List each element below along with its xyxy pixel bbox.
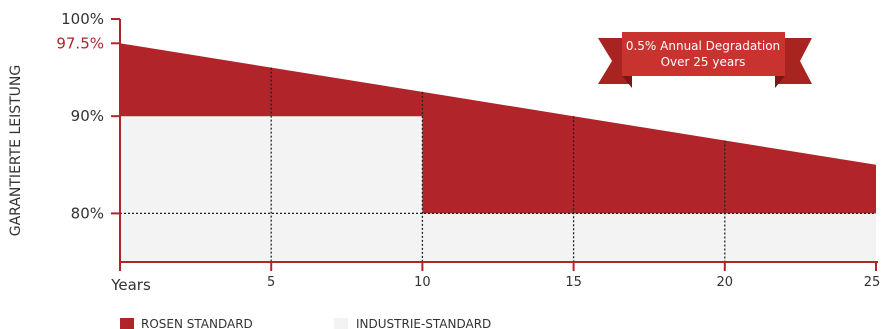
grid-lines — [120, 67, 876, 262]
x-tick-label-25: 25 — [864, 275, 881, 290]
banner-line-1: 0.5% Annual Degradation — [626, 39, 780, 53]
legend-swatch-rosen-standard — [120, 318, 134, 329]
industrie-standard-area — [120, 116, 876, 262]
x-tick-label-5: 5 — [267, 275, 275, 290]
banner-body — [622, 32, 785, 76]
x-tick-label-10: 10 — [414, 275, 431, 290]
x-axis-ticks: 5 10 15 20 25 — [119, 262, 881, 290]
banner-fold-right — [775, 76, 785, 88]
y-axis-ticks: 100% 97.5% 90% 80% — [56, 10, 120, 222]
rosen-standard-area — [120, 43, 876, 214]
legend-swatch-industrie-standard — [334, 318, 348, 329]
y-tick-label-90: 90% — [71, 107, 104, 125]
x-axis-label: Years — [110, 276, 151, 294]
y-tick-label-80: 80% — [71, 204, 104, 222]
legend-label-rosen-standard: ROSEN STANDARD — [141, 317, 253, 329]
y-axis-label: GARANTIERTE LEISTUNG — [8, 65, 24, 237]
x-tick-label-20: 20 — [717, 275, 734, 290]
x-tick-label-15: 15 — [565, 275, 582, 290]
legend: ROSEN STANDARD INDUSTRIE-STANDARD — [120, 317, 491, 329]
banner-fold-left — [622, 76, 632, 88]
banner-line-2: Over 25 years — [661, 55, 746, 69]
y-tick-label-100: 100% — [61, 10, 104, 28]
annotation-banner: 0.5% Annual Degradation Over 25 years — [598, 32, 812, 88]
y-tick-label-97.5: 97.5% — [56, 34, 104, 52]
legend-label-industrie-standard: INDUSTRIE-STANDARD — [356, 317, 491, 329]
